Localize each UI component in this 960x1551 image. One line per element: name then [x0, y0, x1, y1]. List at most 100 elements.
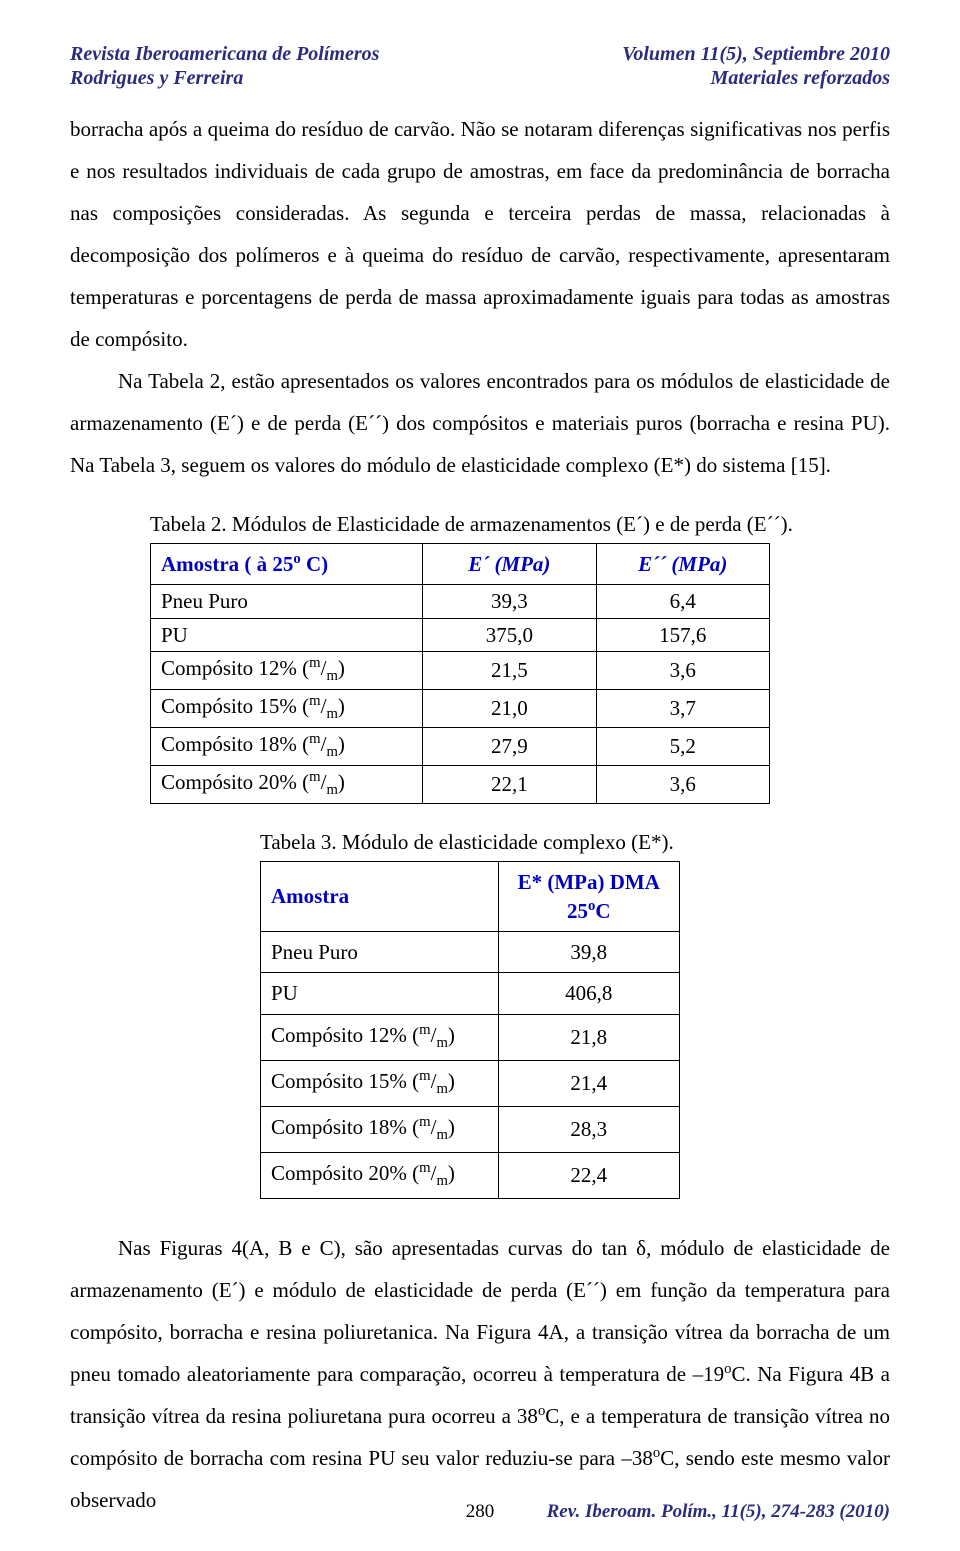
table-row: Compósito 15% (m/m) 21,0 3,7: [151, 690, 770, 728]
t2-head-e1: E´ (MPa): [423, 544, 596, 585]
page-number: 280: [466, 1501, 495, 1523]
t2-suf: ): [338, 732, 345, 756]
t3-cell: 39,8: [498, 931, 679, 972]
t3-head-l2-pre: 25: [567, 899, 588, 923]
t2-cell: PU: [151, 618, 423, 651]
degree-icon: o: [293, 551, 300, 567]
t2-cell: 157,6: [596, 618, 769, 651]
t2-sample: Compósito 18% (: [161, 732, 309, 756]
paragraph-2: Na Tabela 2, estão apresentados os valor…: [70, 360, 890, 486]
table-row: Compósito 18% (m/m) 28,3: [261, 1106, 680, 1152]
t2-head-e2: E´´ (MPa): [596, 544, 769, 585]
t3-cell: Compósito 18% (m/m): [261, 1106, 499, 1152]
t2-cell: 5,2: [596, 728, 769, 766]
paragraph-3: Nas Figuras 4(A, B e C), são apresentada…: [70, 1227, 890, 1521]
table-row: Compósito 12% (m/m) 21,5 3,6: [151, 652, 770, 690]
sup-m: m: [419, 1022, 430, 1038]
sub-m: m: [436, 1173, 447, 1189]
table-row: Pneu Puro 39,8: [261, 931, 680, 972]
minus-icon: –: [693, 1362, 704, 1386]
t3-sample: Compósito 15% (: [271, 1069, 419, 1093]
table-2: Amostra ( à 25o C) E´ (MPa) E´´ (MPa) Pn…: [150, 543, 770, 804]
t3-cell: Pneu Puro: [261, 931, 499, 972]
table-row: PU 406,8: [261, 973, 680, 1014]
t2-head-sample-pre: Amostra ( à 25: [161, 552, 293, 576]
t3-suf: ): [448, 1161, 455, 1185]
t3-sample: Compósito 12% (: [271, 1023, 419, 1047]
p3-e: 38: [632, 1446, 653, 1470]
t3-cell: 28,3: [498, 1106, 679, 1152]
t2-cell: 39,3: [423, 585, 596, 618]
sup-m: m: [309, 769, 320, 785]
t2-cell: 6,4: [596, 585, 769, 618]
t3-cell: PU: [261, 973, 499, 1014]
t3-cell: 21,4: [498, 1060, 679, 1106]
t3-suf: ): [448, 1115, 455, 1139]
minus-icon: –: [621, 1446, 632, 1470]
journal-title: Revista Iberoamericana de Polímeros: [70, 42, 379, 66]
sup-m: m: [419, 1160, 430, 1176]
t2-cell: 27,9: [423, 728, 596, 766]
page-footer: 280 Rev. Iberoam. Polím., 11(5), 274-283…: [70, 1501, 890, 1523]
sup-m: m: [309, 693, 320, 709]
section: Materiales reforzados: [622, 66, 890, 90]
t3-cell: Compósito 12% (m/m): [261, 1014, 499, 1060]
sup-m: m: [309, 655, 320, 671]
t2-cell: Compósito 20% (m/m): [151, 766, 423, 804]
sub-m: m: [326, 668, 337, 684]
t2-cell: 375,0: [423, 618, 596, 651]
table-row: Pneu Puro 39,3 6,4: [151, 585, 770, 618]
table-row: Compósito 12% (m/m) 21,8: [261, 1014, 680, 1060]
t3-head-l2-post: C: [595, 899, 610, 923]
t2-head-sample: Amostra ( à 25o C): [151, 544, 423, 585]
sub-m: m: [436, 1127, 447, 1143]
t3-sample: Compósito 20% (: [271, 1161, 419, 1185]
t2-cell: Pneu Puro: [151, 585, 423, 618]
t2-cell: 21,5: [423, 652, 596, 690]
t2-cell: 3,6: [596, 652, 769, 690]
table-row: PU 375,0 157,6: [151, 618, 770, 651]
page-header: Revista Iberoamericana de Polímeros Rodr…: [70, 42, 890, 90]
t3-cell: 22,4: [498, 1152, 679, 1198]
table-row: Compósito 15% (m/m) 21,4: [261, 1060, 680, 1106]
t2-sample: Compósito 15% (: [161, 694, 309, 718]
t2-head-sample-post: C): [301, 552, 328, 576]
p3-b: 19: [703, 1362, 724, 1386]
t2-cell: 21,0: [423, 690, 596, 728]
t3-cell: 406,8: [498, 973, 679, 1014]
sub-m: m: [436, 1081, 447, 1097]
t3-head-sample: Amostra: [261, 862, 499, 932]
t2-cell: Compósito 18% (m/m): [151, 728, 423, 766]
t2-suf: ): [338, 656, 345, 680]
t3-head-value: E* (MPa) DMA 25oC: [498, 862, 679, 932]
t3-suf: ): [448, 1069, 455, 1093]
issue: Volumen 11(5), Septiembre 2010: [622, 42, 890, 66]
sup-m: m: [309, 731, 320, 747]
authors: Rodrigues y Ferreira: [70, 66, 379, 90]
t3-head-l1: E* (MPa) DMA: [518, 870, 660, 894]
sup-m: m: [419, 1114, 430, 1130]
t2-sample: Compósito 20% (: [161, 770, 309, 794]
t3-suf: ): [448, 1023, 455, 1047]
sub-m: m: [326, 782, 337, 798]
t3-sample: Compósito 18% (: [271, 1115, 419, 1139]
t3-cell: Compósito 20% (m/m): [261, 1152, 499, 1198]
t2-sample: Compósito 12% (: [161, 656, 309, 680]
t2-suf: ): [338, 770, 345, 794]
t2-suf: ): [338, 694, 345, 718]
t2-cell: 22,1: [423, 766, 596, 804]
t3-cell: 21,8: [498, 1014, 679, 1060]
sub-m: m: [326, 706, 337, 722]
footer-reference: Rev. Iberoam. Polím., 11(5), 274-283 (20…: [547, 1501, 890, 1523]
t2-cell: 3,7: [596, 690, 769, 728]
sup-m: m: [419, 1068, 430, 1084]
sub-m: m: [326, 744, 337, 760]
t2-cell: 3,6: [596, 766, 769, 804]
t2-cell: Compósito 12% (m/m): [151, 652, 423, 690]
t3-cell: Compósito 15% (m/m): [261, 1060, 499, 1106]
sub-m: m: [436, 1035, 447, 1051]
table-3: Amostra E* (MPa) DMA 25oC Pneu Puro 39,8…: [260, 861, 680, 1199]
table-row: Compósito 20% (m/m) 22,1 3,6: [151, 766, 770, 804]
table3-caption: Tabela 3. Módulo de elasticidade complex…: [260, 830, 890, 855]
t2-cell: Compósito 15% (m/m): [151, 690, 423, 728]
